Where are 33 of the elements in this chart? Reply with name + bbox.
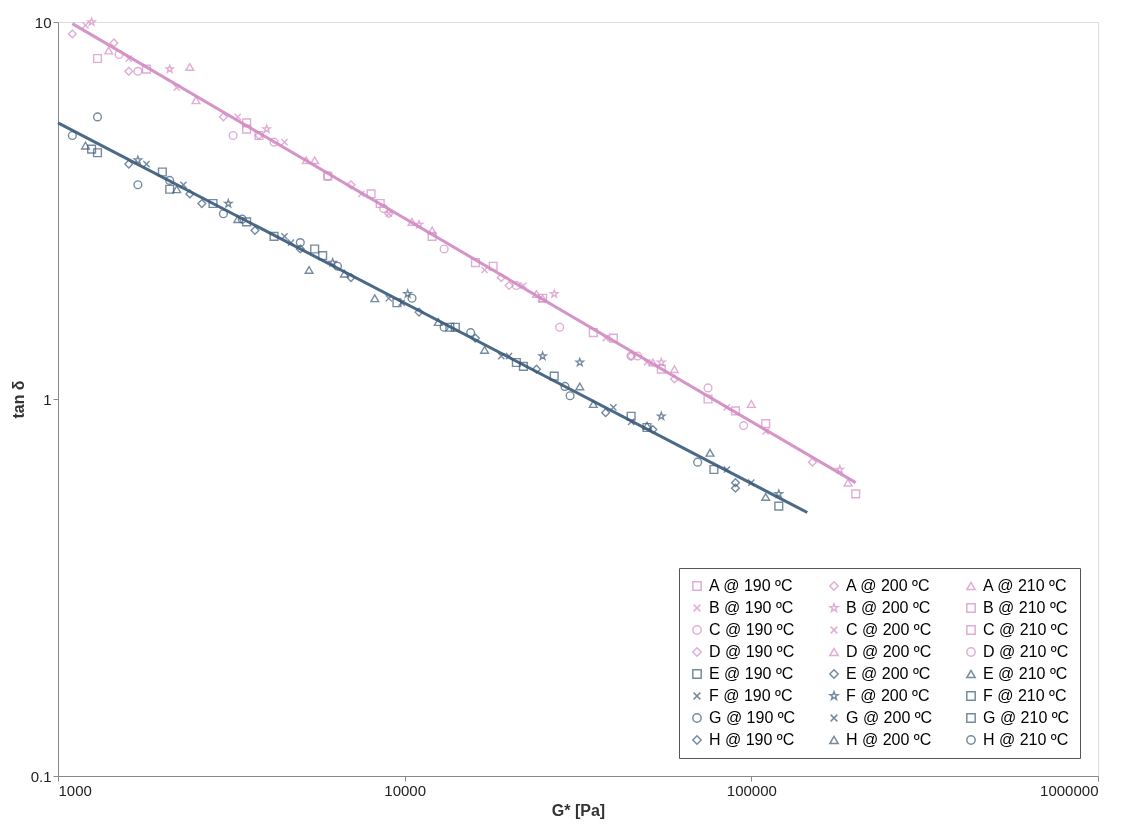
legend-label: B @ 210 ºC <box>983 599 1068 616</box>
x-tick-label: 10000 <box>384 781 427 799</box>
legend-label: E @ 210 ºC <box>983 665 1068 682</box>
x-tick-label: 1000000 <box>1040 781 1099 799</box>
legend-label: C @ 210 ºC <box>983 621 1069 638</box>
legend-label: D @ 210 ºC <box>983 643 1069 660</box>
legend-label: D @ 190 ºC <box>709 643 795 660</box>
legend-label: G @ 210 ºC <box>983 709 1070 726</box>
legend-label: E @ 190 ºC <box>709 665 794 682</box>
legend-label: G @ 200 ºC <box>846 709 933 726</box>
y-axis-title: tan δ <box>9 380 27 419</box>
legend-label: F @ 200 ºC <box>846 687 930 704</box>
x-axis-title: G* [Pa] <box>551 801 606 819</box>
legend-label: F @ 190 ºC <box>709 687 793 704</box>
legend-label: B @ 190 ºC <box>709 599 794 616</box>
legend-label: C @ 200 ºC <box>846 621 932 638</box>
x-tick-label: 1000 <box>58 781 92 799</box>
legend-label: A @ 190 ºC <box>709 577 793 594</box>
legend-label: A @ 210 ºC <box>983 577 1067 594</box>
legend-label: C @ 190 ºC <box>709 621 795 638</box>
y-tick-label: 10 <box>34 13 52 31</box>
legend-label: D @ 200 ºC <box>846 643 932 660</box>
legend-label: F @ 210 ºC <box>983 687 1067 704</box>
legend-label: B @ 200 ºC <box>846 599 931 616</box>
legend-label: H @ 190 ºC <box>709 731 795 748</box>
y-tick-label: 1 <box>43 390 52 408</box>
legend-label: H @ 200 ºC <box>846 731 932 748</box>
legend-label: G @ 190 ºC <box>709 709 796 726</box>
x-tick-label: 100000 <box>726 781 777 799</box>
legend-label: A @ 200 ºC <box>846 577 930 594</box>
legend-label: E @ 200 ºC <box>846 665 931 682</box>
y-tick-label: 0.1 <box>30 767 52 785</box>
legend-label: H @ 210 ºC <box>983 731 1069 748</box>
